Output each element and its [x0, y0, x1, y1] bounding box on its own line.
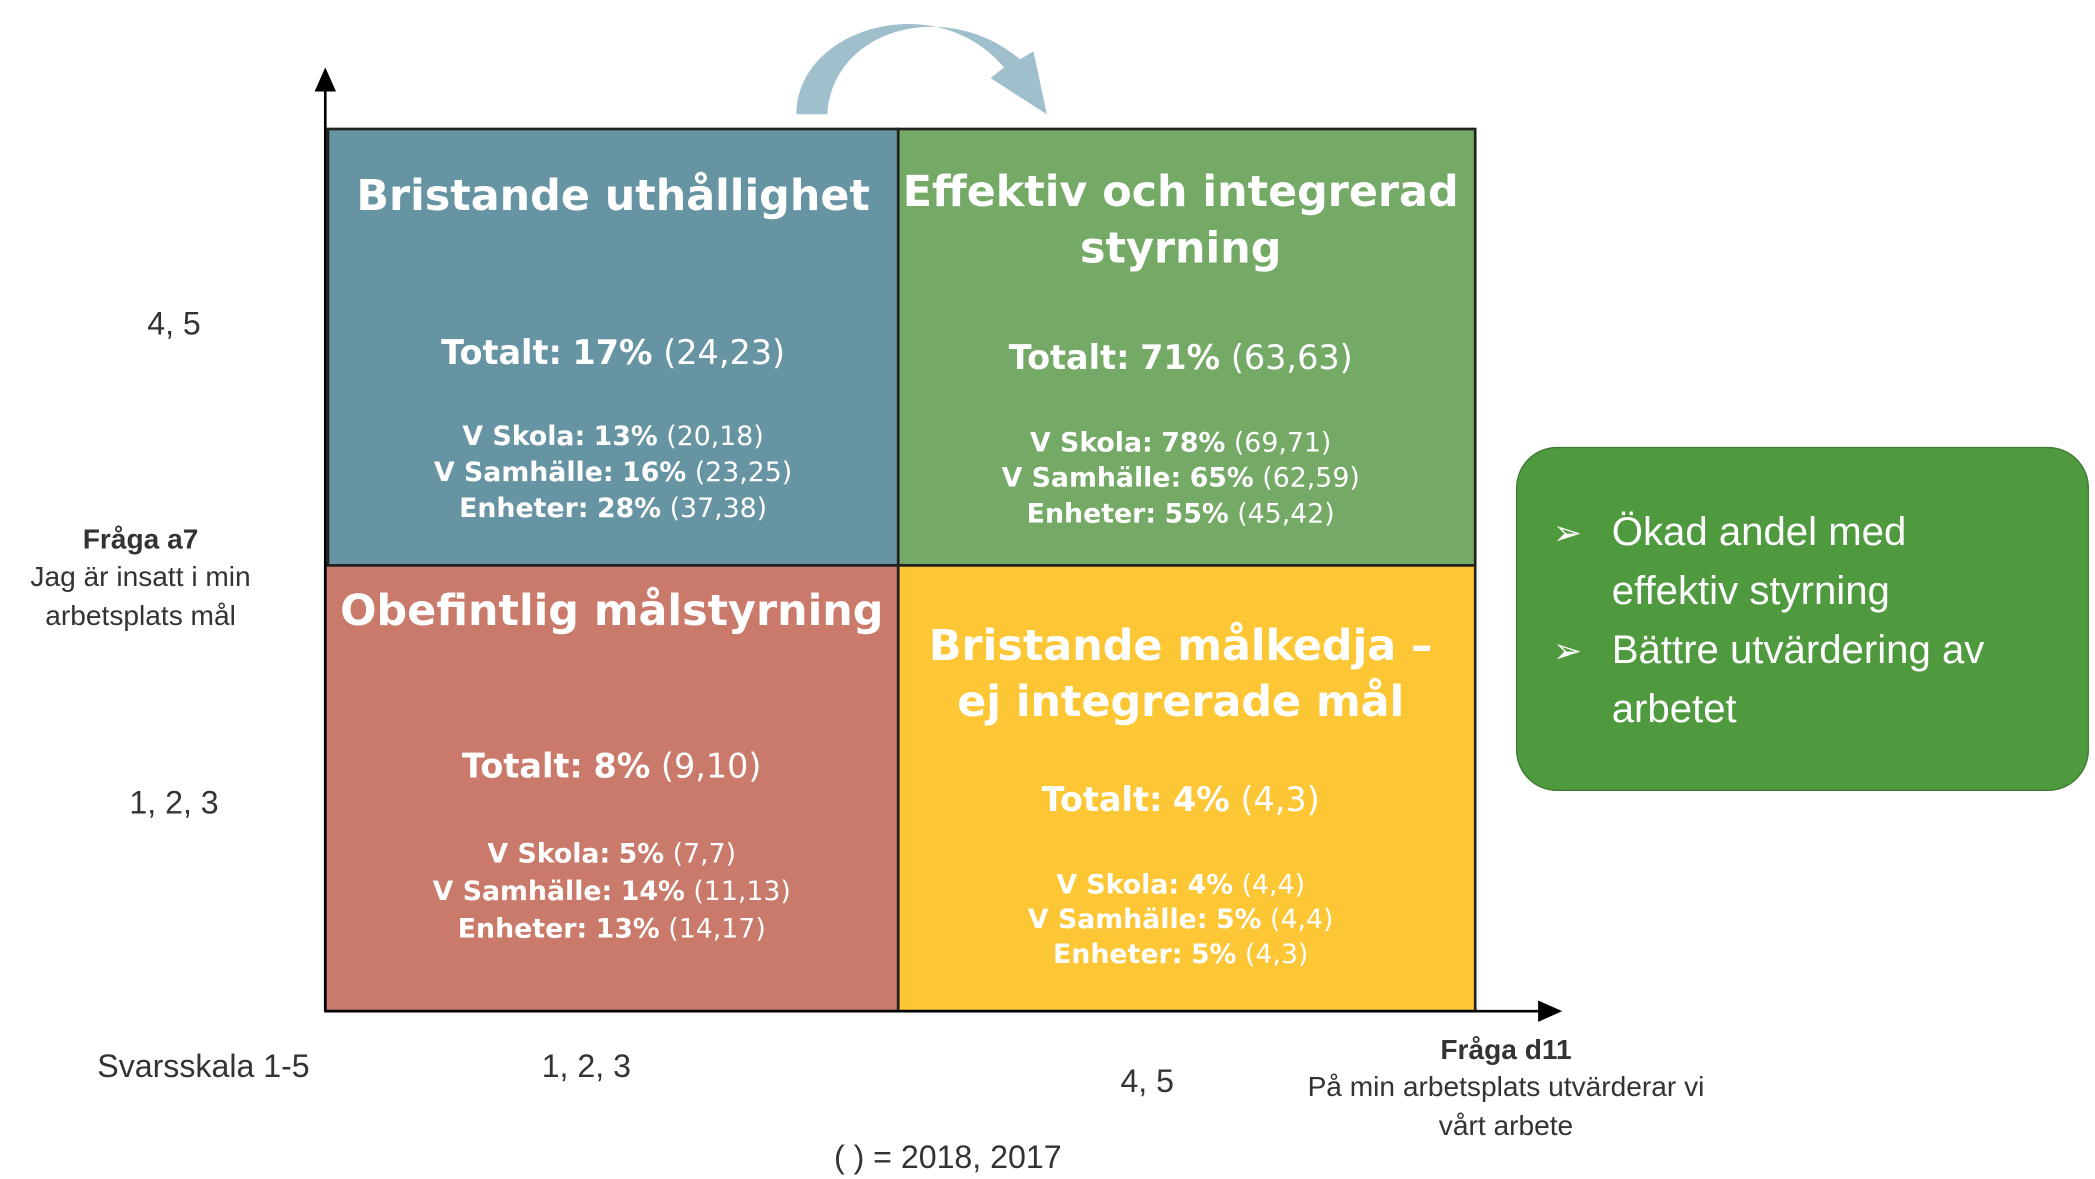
label: Totalt:: [1042, 780, 1163, 819]
label: V Samhälle:: [1028, 904, 1208, 935]
callout-box: [1516, 446, 2089, 791]
content: Bristande uthållighet Totalt: 17% (24,23)…: [30, 167, 1984, 1175]
value: 28%: [597, 493, 661, 524]
quadrant-box: [323, 564, 900, 1013]
previous: (63,63): [1231, 338, 1353, 377]
value: 4%: [1188, 869, 1233, 900]
quadrant-title: Obefintlig målstyrning: [340, 586, 883, 636]
axis-label: Fråga a7: [83, 524, 199, 555]
previous: (7,7): [673, 838, 736, 869]
value: 5%: [1191, 938, 1236, 969]
label: Enheter:: [1053, 938, 1182, 969]
value: 14%: [621, 876, 685, 907]
axis-label: På min arbetsplats utvärderar vi: [1308, 1071, 1705, 1102]
axis-label: vårt arbete: [1439, 1110, 1573, 1141]
value: 13%: [596, 913, 660, 944]
previous: (20,18): [666, 420, 764, 451]
label: Totalt:: [462, 746, 583, 785]
axis-label: Fråga d11: [1440, 1034, 1571, 1065]
value: 16%: [622, 457, 686, 488]
value: 78%: [1161, 427, 1225, 458]
callout-text: Bättre utvärdering av: [1612, 627, 1985, 672]
total: Totalt: 71% (63,63): [1009, 338, 1353, 377]
detail: Enheter: 5% (4,3): [1053, 938, 1308, 969]
value: 5%: [619, 838, 664, 869]
label: Enheter:: [459, 493, 588, 524]
previous: (45,42): [1237, 498, 1335, 529]
previous: (62,59): [1262, 462, 1360, 493]
label: V Skola:: [462, 420, 585, 451]
detail: V Skola: 4% (4,4): [1056, 869, 1305, 900]
previous: (69,71): [1234, 427, 1332, 458]
detail: V Skola: 13% (20,18): [462, 420, 763, 451]
previous: (4,3): [1240, 780, 1319, 819]
quadrant-box: [326, 127, 900, 567]
label: V Skola:: [1056, 869, 1179, 900]
value: 8%: [593, 746, 650, 785]
quadrant-title: ej integrerade mål: [957, 677, 1404, 727]
value: 17%: [573, 332, 653, 371]
axis-label: 1, 2, 3: [542, 1048, 631, 1084]
quadrant-box: [896, 127, 1477, 567]
axis-label: Svarsskala 1-5: [97, 1048, 309, 1084]
label: V Samhälle:: [434, 457, 614, 488]
total: Totalt: 8% (9,10): [462, 746, 761, 785]
detail: V Skola: 5% (7,7): [487, 838, 736, 869]
label: V Skola:: [487, 838, 610, 869]
label: V Samhälle:: [1002, 462, 1182, 493]
axis-label: arbetsplats mål: [45, 600, 236, 631]
callout-text: Ökad andel med: [1612, 509, 1907, 554]
curved-arrow: [796, 24, 1047, 115]
label: Enheter:: [1027, 498, 1156, 529]
detail: V Samhälle: 16% (23,25): [434, 457, 792, 488]
previous: (4,3): [1245, 938, 1308, 969]
previous: (37,38): [670, 493, 768, 524]
label: V Samhälle:: [433, 876, 613, 907]
total: Totalt: 17% (24,23): [441, 332, 785, 371]
axis-label: 4, 5: [147, 305, 201, 341]
previous: (23,25): [695, 457, 793, 488]
detail: V Samhälle: 14% (11,13): [433, 876, 791, 907]
axis-label: 1, 2, 3: [129, 785, 218, 821]
value: 71%: [1140, 338, 1220, 377]
label: Enheter:: [458, 913, 587, 944]
previous: (14,17): [668, 913, 766, 944]
axis-label: 4, 5: [1120, 1063, 1174, 1099]
detail: V Samhälle: 5% (4,4): [1028, 904, 1334, 935]
quadrant-title: Effektiv och integrerad: [903, 167, 1459, 217]
quadrant-title: Bristande målkedja –: [929, 621, 1433, 671]
value: 13%: [594, 420, 658, 451]
label: V Skola:: [1030, 427, 1153, 458]
value: 65%: [1190, 462, 1254, 493]
callout-text: arbetet: [1612, 686, 1737, 731]
previous: (4,4): [1242, 869, 1305, 900]
label: Totalt:: [441, 332, 562, 371]
quadrant-title: styrning: [1080, 223, 1281, 273]
detail: V Skola: 78% (69,71): [1030, 427, 1331, 458]
value: 5%: [1216, 904, 1261, 935]
previous: (11,13): [693, 876, 791, 907]
detail: Enheter: 28% (37,38): [459, 493, 767, 524]
previous: (24,23): [663, 332, 785, 371]
label: Totalt:: [1009, 338, 1130, 377]
bullet: ➢: [1553, 514, 1582, 554]
quadrant-title: Bristande uthållighet: [356, 171, 869, 221]
quadrant-box: [896, 564, 1477, 1013]
value: 4%: [1173, 780, 1230, 819]
detail: Enheter: 55% (45,42): [1027, 498, 1335, 529]
detail: Enheter: 13% (14,17): [458, 913, 766, 944]
value: 55%: [1165, 498, 1229, 529]
detail: V Samhälle: 65% (62,59): [1002, 462, 1360, 493]
total: Totalt: 4% (4,3): [1042, 780, 1320, 819]
previous: (4,4): [1270, 904, 1333, 935]
previous: (9,10): [661, 746, 762, 785]
callout-text: effektiv styrning: [1612, 568, 1890, 613]
axis-label: Jag är insatt i min: [30, 561, 250, 592]
axis-label: ( ) = 2018, 2017: [834, 1139, 1062, 1175]
bullet: ➢: [1553, 631, 1582, 671]
